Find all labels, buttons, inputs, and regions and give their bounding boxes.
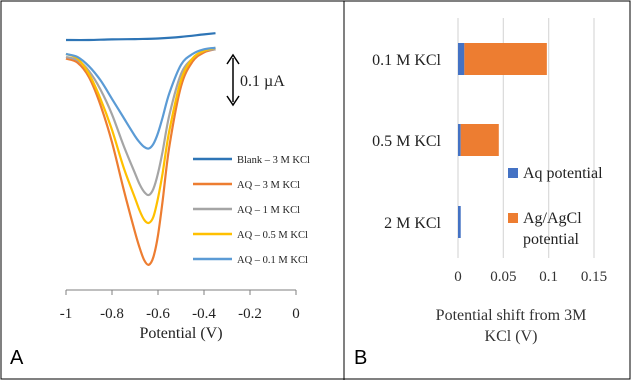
b-x-axis-label-line-1: Potential shift from 3M bbox=[436, 307, 587, 324]
b-legend-swatch-1 bbox=[508, 213, 518, 223]
b-legend-swatch-0 bbox=[508, 168, 518, 178]
panel-a-voltammogram: -1 -0.8 -0.6 -0.4 -0.2 0 Potential (V) 0.1 µA… bbox=[10, 32, 310, 369]
a-x-tick-label-3: -0.4 bbox=[192, 306, 216, 322]
a-series-line-0 bbox=[65, 32, 216, 42]
a-series-line-2 bbox=[65, 48, 216, 197]
panel-a-label: A bbox=[10, 347, 24, 369]
b-legend-label-1-1: potential bbox=[523, 231, 580, 248]
panel-b-bar-chart: 0.1 M KCl 0.5 M KCl 2 M KCl 0 0.05 0.1 0.15 P… bbox=[354, 18, 607, 369]
b-bar-0-1 bbox=[464, 43, 547, 75]
a-x-axis-label: Potential (V) bbox=[139, 325, 222, 342]
b-legend-label-1-0: Ag/AgCl bbox=[523, 210, 582, 227]
b-category-label-0: 0.1 M KCl bbox=[372, 52, 441, 69]
b-category-label-2: 2 M KCl bbox=[384, 215, 441, 232]
b-category-label-1: 0.5 M KCl bbox=[372, 133, 441, 150]
b-bar-1-1 bbox=[460, 124, 499, 156]
scale-bar: 0.1 µA bbox=[226, 53, 285, 107]
scale-bar-arrow-up-icon bbox=[226, 53, 240, 65]
a-x-tick-label-2: -0.6 bbox=[146, 306, 170, 322]
a-series-line-4 bbox=[65, 46, 216, 150]
b-x-tick-label-3: 0.15 bbox=[581, 269, 607, 285]
scale-bar-label: 0.1 µA bbox=[240, 73, 285, 90]
a-x-tick-label-4: -0.2 bbox=[238, 306, 262, 322]
a-x-tick-label-0: -1 bbox=[60, 306, 73, 322]
b-legend-label-0-0: Aq potential bbox=[523, 165, 603, 182]
a-legend-label-0: Blank – 3 M KCl bbox=[237, 155, 310, 166]
a-x-ticks: -1 -0.8 -0.6 -0.4 -0.2 0 bbox=[60, 290, 300, 322]
a-legend-label-4: AQ – 0.1 M KCl bbox=[237, 255, 308, 266]
b-bars bbox=[458, 43, 547, 238]
a-series-line-3 bbox=[65, 46, 216, 225]
b-x-tick-label-1: 0.05 bbox=[490, 269, 516, 285]
a-series-line-1 bbox=[65, 48, 216, 266]
a-x-tick-label-1: -0.8 bbox=[100, 306, 124, 322]
b-category-labels: 0.1 M KCl 0.5 M KCl 2 M KCl bbox=[372, 52, 441, 232]
b-bar-0-0 bbox=[458, 43, 465, 75]
b-x-tick-label-2: 0.1 bbox=[539, 269, 558, 285]
a-curves bbox=[65, 32, 216, 266]
b-x-tick-label-0: 0 bbox=[454, 269, 462, 285]
panel-b-label: B bbox=[354, 347, 367, 369]
b-legend: Aq potential Ag/AgCl potential bbox=[508, 165, 603, 248]
scale-bar-arrow-down-icon bbox=[226, 95, 240, 107]
a-legend: Blank – 3 M KCl AQ – 3 M KCl AQ – 1 M KCl A… bbox=[193, 155, 310, 266]
a-legend-label-1: AQ – 3 M KCl bbox=[237, 180, 300, 191]
a-legend-label-3: AQ – 0.5 M KCl bbox=[237, 230, 308, 241]
a-x-tick-label-5: 0 bbox=[292, 306, 300, 322]
b-bar-2-0 bbox=[458, 206, 461, 238]
b-x-axis-label-line-2: KCl (V) bbox=[485, 328, 538, 345]
b-bar-1-0 bbox=[458, 124, 461, 156]
a-legend-label-2: AQ – 1 M KCl bbox=[237, 205, 300, 216]
b-x-ticks: 0 0.05 0.1 0.15 bbox=[454, 269, 607, 285]
